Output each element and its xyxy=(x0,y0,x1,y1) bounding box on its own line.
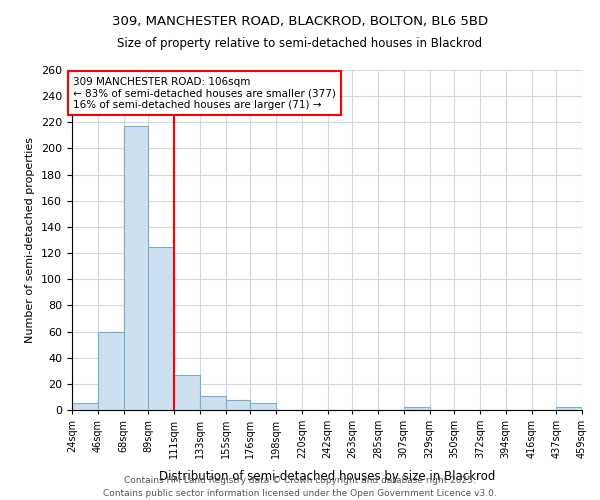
Bar xyxy=(148,246,174,410)
Bar xyxy=(174,374,200,410)
Text: Contains public sector information licensed under the Open Government Licence v3: Contains public sector information licen… xyxy=(103,488,497,498)
Bar xyxy=(404,408,430,410)
Bar xyxy=(72,404,98,410)
Bar xyxy=(556,408,582,410)
X-axis label: Distribution of semi-detached houses by size in Blackrod: Distribution of semi-detached houses by … xyxy=(159,470,495,482)
Text: 309 MANCHESTER ROAD: 106sqm
← 83% of semi-detached houses are smaller (377)
16% : 309 MANCHESTER ROAD: 106sqm ← 83% of sem… xyxy=(73,76,336,110)
Bar xyxy=(98,332,124,410)
Text: 309, MANCHESTER ROAD, BLACKROD, BOLTON, BL6 5BD: 309, MANCHESTER ROAD, BLACKROD, BOLTON, … xyxy=(112,15,488,28)
Bar xyxy=(124,126,148,410)
Text: Size of property relative to semi-detached houses in Blackrod: Size of property relative to semi-detach… xyxy=(118,38,482,51)
Y-axis label: Number of semi-detached properties: Number of semi-detached properties xyxy=(25,137,35,343)
Text: Contains HM Land Registry data © Crown copyright and database right 2025.: Contains HM Land Registry data © Crown c… xyxy=(124,476,476,485)
Bar xyxy=(226,400,250,410)
Bar xyxy=(200,396,226,410)
Bar xyxy=(250,404,276,410)
